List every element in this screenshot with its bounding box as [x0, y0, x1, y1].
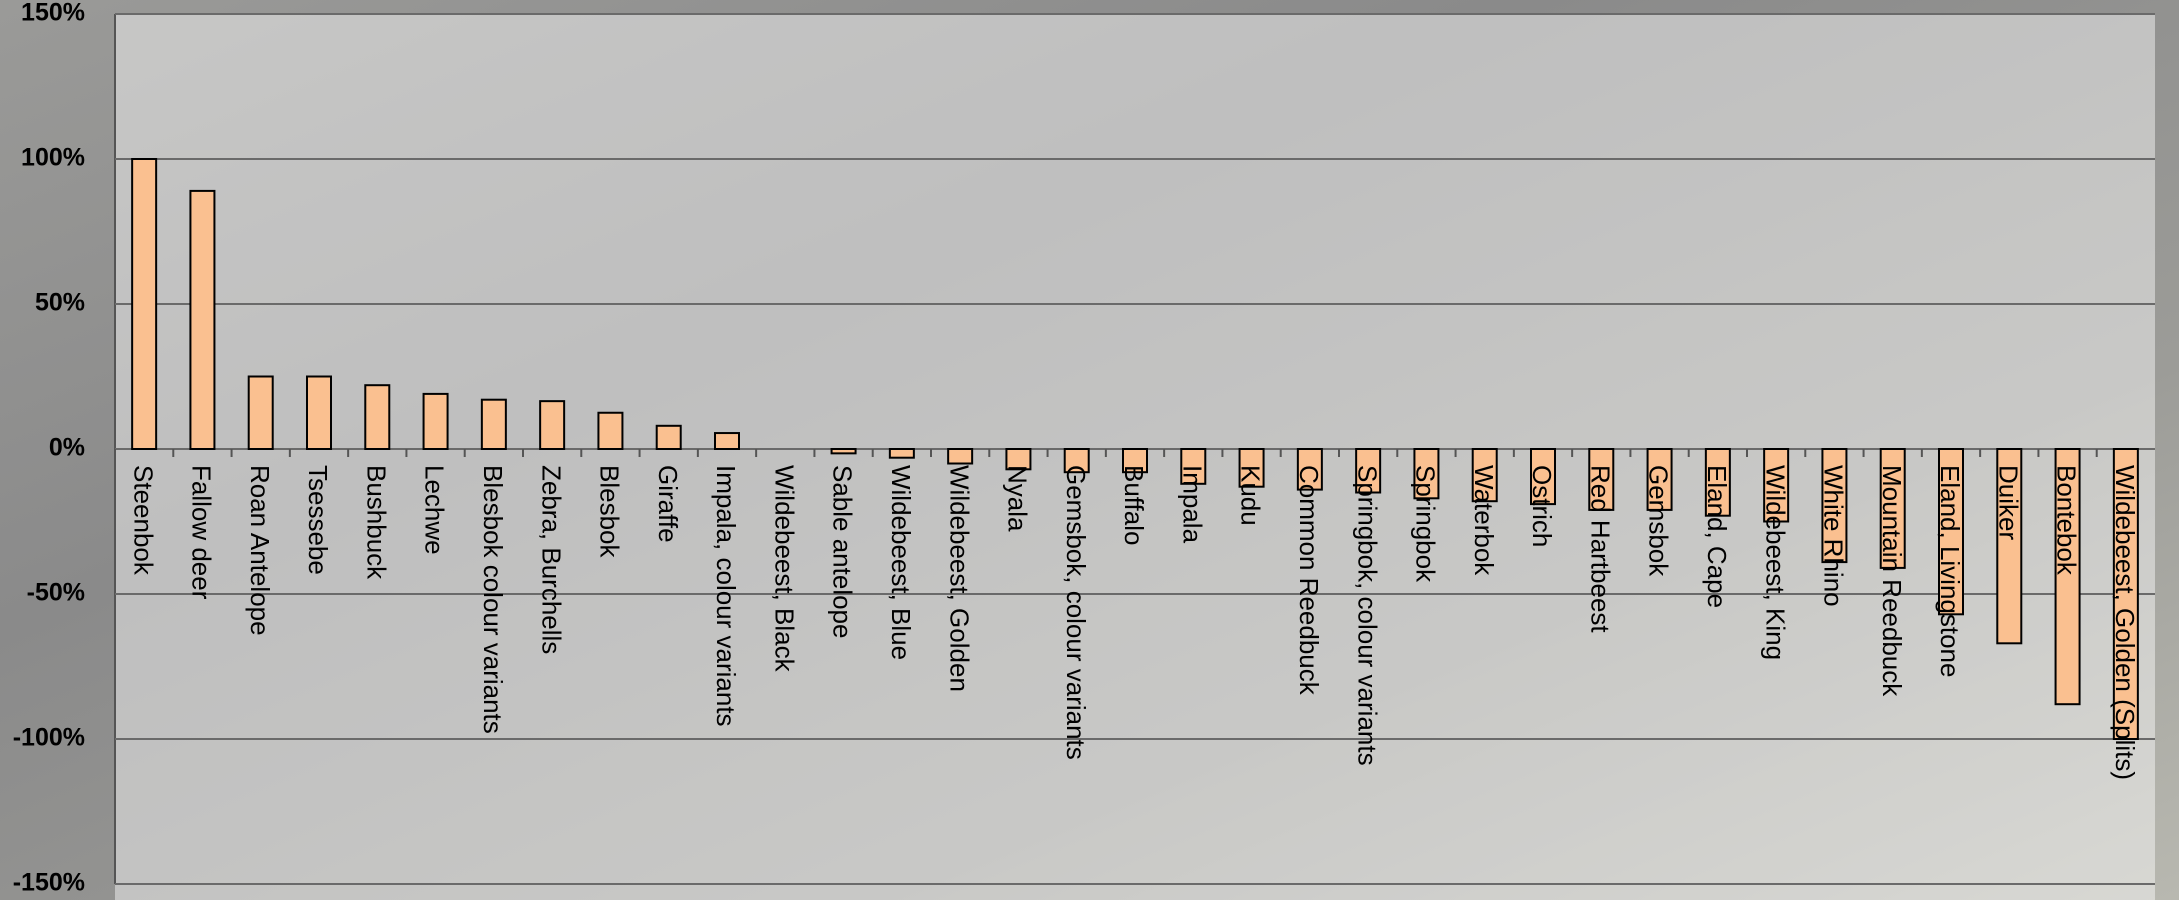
x-tick-label: Blesbok colour variants: [478, 465, 508, 734]
bar: [1938, 448, 1964, 616]
x-tick-label: Tsessebe: [303, 465, 333, 575]
bar: [364, 384, 391, 451]
x-tick-label: Zebra, Burchells: [536, 465, 566, 654]
bar: [1763, 448, 1790, 523]
x-tick-label: Springbok, colour variants: [1352, 465, 1382, 766]
bar: [1238, 448, 1265, 488]
bar: [1355, 448, 1382, 494]
x-tick-label: Lechwe: [420, 465, 450, 555]
bar: [422, 392, 449, 450]
bar: [1530, 448, 1556, 506]
bar: [131, 158, 158, 450]
bar: [189, 189, 216, 450]
x-tick-label: Fallow deer: [187, 465, 217, 600]
bar: [2054, 448, 2081, 706]
x-tick-label: Springbok: [1411, 465, 1441, 583]
x-tick-label: Buffalo: [1119, 465, 1149, 545]
x-tick-label: Wildebeest, Blue: [886, 465, 916, 660]
bar: [1122, 448, 1148, 474]
bar: [480, 398, 507, 451]
y-tick-label: 150%: [21, 0, 85, 27]
x-tick-label: Wildebeest, Golden (Splits): [2110, 465, 2140, 780]
bar: [1413, 448, 1440, 500]
x-tick-label: Common Reedbuck: [1294, 465, 1324, 696]
bar: [1063, 448, 1090, 474]
x-tick-label: Gemsbok: [1644, 465, 1674, 577]
bar: [1471, 448, 1498, 503]
y-tick-label: -150%: [13, 869, 85, 897]
bar: [888, 448, 915, 459]
x-tick-label: Wildebeest, King: [1760, 465, 1790, 660]
bar: [1005, 448, 1032, 471]
x-tick-label: Eland, Cape: [1702, 465, 1732, 608]
y-tick-label: 0%: [49, 434, 85, 462]
y-tick-label: -100%: [13, 724, 85, 752]
y-tick-label: 50%: [35, 289, 85, 317]
bar: [1879, 448, 1906, 569]
bar: [2112, 448, 2139, 740]
x-tick-label: Wildebeest, Golden: [944, 465, 974, 692]
x-tick-label: Impala, colour variants: [711, 465, 741, 727]
bar: [247, 375, 274, 450]
y-tick-label: 100%: [21, 144, 85, 172]
bar: [1180, 448, 1207, 485]
bar: [1646, 448, 1673, 511]
bar: [1704, 448, 1731, 517]
bar: [714, 432, 740, 450]
bar: [830, 448, 857, 455]
x-tick-label: Roan Antelope: [245, 465, 275, 636]
x-tick-label: Steenbok: [128, 465, 158, 576]
x-tick-label: Sable antelope: [828, 465, 858, 638]
bar: [1821, 448, 1848, 564]
bar: [539, 400, 566, 450]
x-tick-label: Nyala: [1003, 465, 1033, 532]
x-tick-label: Bontebok: [2052, 465, 2082, 576]
x-tick-label: Eland, Livingstone: [1935, 465, 1965, 677]
bar: [306, 375, 332, 450]
bar: [1996, 448, 2023, 645]
y-tick-label: -50%: [27, 579, 85, 607]
bar: [1588, 448, 1615, 511]
x-tick-label: Bushbuck: [361, 465, 391, 580]
x-tick-label: Duiker: [1993, 465, 2023, 540]
x-tick-label: Kudu: [1236, 465, 1266, 526]
bar: [947, 448, 974, 465]
bar: [597, 411, 624, 450]
x-tick-label: Mountain Reedbuck: [1877, 465, 1907, 697]
x-tick-label: Blesbok: [595, 465, 625, 558]
x-tick-label: Waterbok: [1469, 465, 1499, 576]
x-tick-label: White Rhino: [1819, 465, 1849, 607]
x-tick-label: Ostrich: [1527, 465, 1557, 547]
x-tick-label: Impala: [1177, 465, 1207, 544]
bar: [655, 424, 682, 450]
bar: [1296, 448, 1323, 491]
x-tick-label: Wildebeest, Black: [769, 465, 799, 673]
x-tick-label: Giraffe: [653, 465, 683, 543]
x-tick-label: Red Hartbeest: [1585, 465, 1615, 633]
x-tick-label: Gemsbok, colour variants: [1061, 465, 1091, 760]
